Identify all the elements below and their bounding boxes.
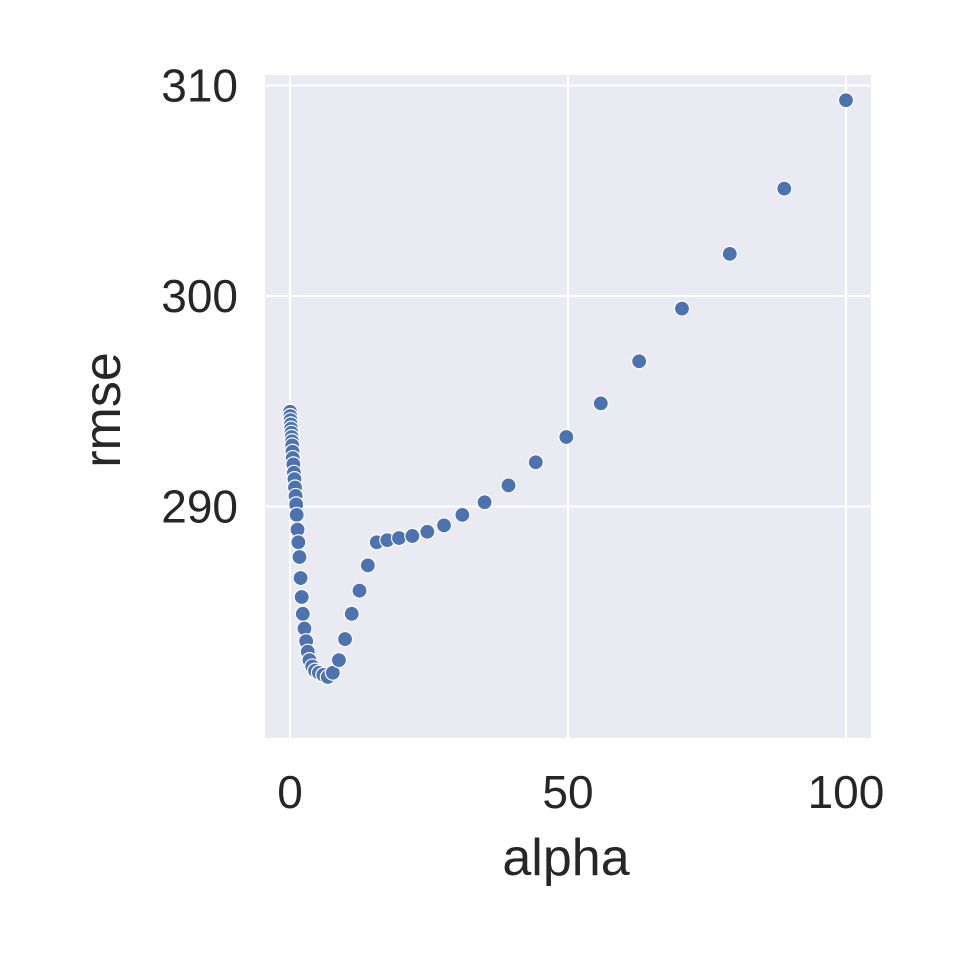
data-point <box>359 557 376 574</box>
data-point <box>290 534 307 551</box>
data-point <box>390 529 408 547</box>
data-point <box>500 477 517 494</box>
data-point <box>776 180 793 197</box>
data-point <box>476 494 493 511</box>
data-point <box>721 245 738 263</box>
y-tick-labels: 290 300 310 <box>161 60 238 533</box>
y-tick-label: 290 <box>161 480 238 532</box>
x-axis-label: alpha <box>502 829 629 887</box>
data-point <box>330 652 348 669</box>
data-point <box>435 517 453 534</box>
x-tick-label: 100 <box>808 766 885 818</box>
data-point <box>419 523 436 540</box>
x-tick-label: 50 <box>542 766 593 818</box>
y-axis-label: rmse <box>74 352 132 468</box>
y-tick-label: 300 <box>161 270 238 322</box>
data-point <box>343 605 360 622</box>
grid-lines <box>265 75 871 738</box>
data-point <box>291 548 308 566</box>
data-point <box>558 428 575 446</box>
data-point <box>292 569 309 587</box>
data-point <box>837 92 855 109</box>
x-tick-labels: 0 50 100 <box>277 766 884 818</box>
y-tick-label: 310 <box>161 60 238 112</box>
data-point <box>351 582 368 599</box>
data-point <box>404 527 421 545</box>
x-tick-label: 0 <box>277 766 303 818</box>
data-point <box>592 395 609 412</box>
data-point <box>673 300 691 317</box>
data-point <box>293 588 310 606</box>
data-point <box>527 454 544 471</box>
data-point <box>294 605 311 622</box>
data-point <box>336 630 354 648</box>
data-point <box>631 353 648 370</box>
data-points <box>281 92 855 686</box>
data-point <box>288 506 305 523</box>
data-point <box>454 506 471 523</box>
